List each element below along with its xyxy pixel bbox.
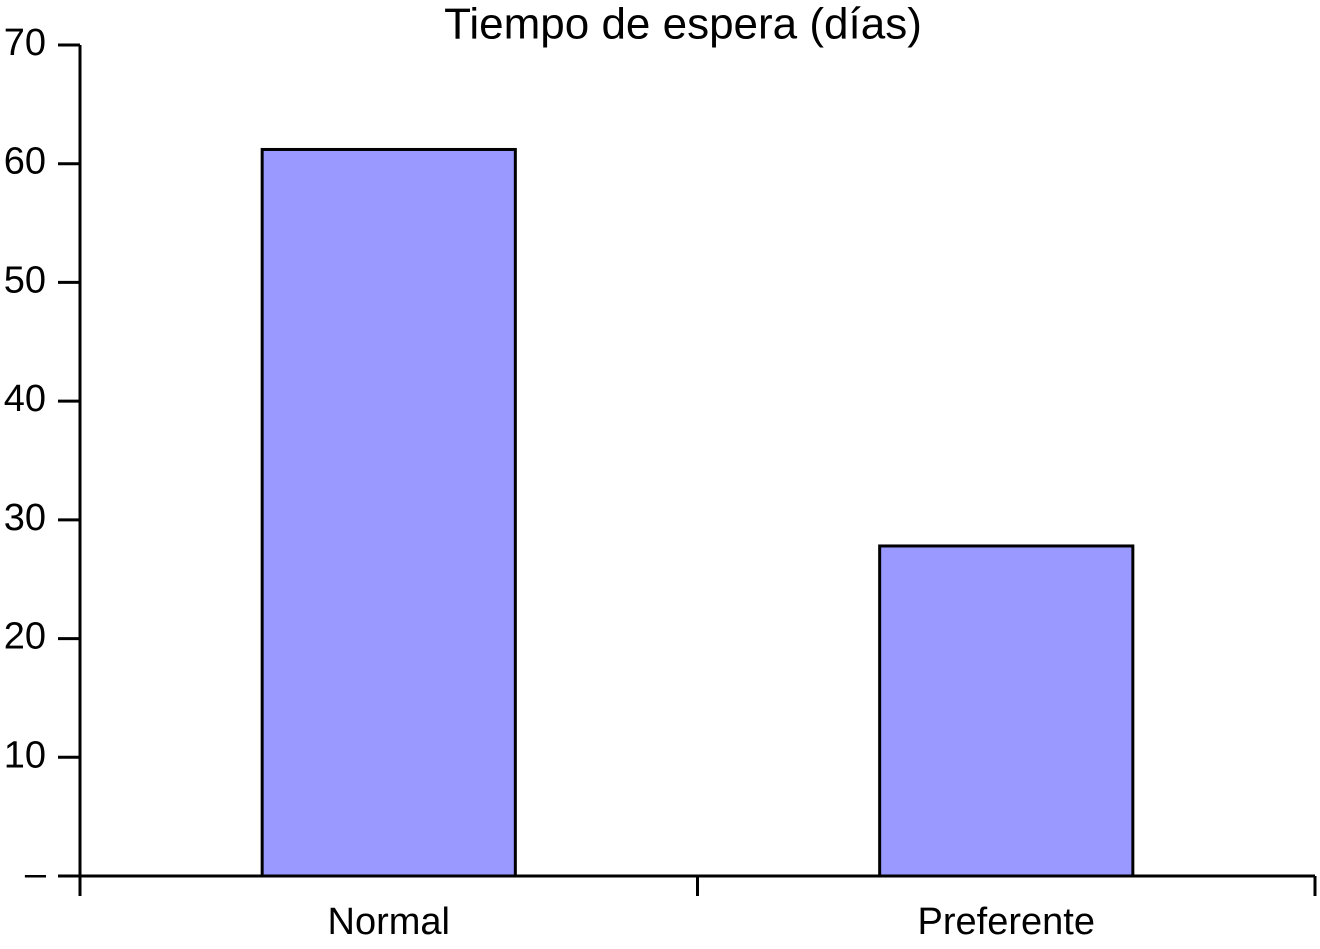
y-tick-label: 70 (4, 22, 46, 64)
y-tick-label: – (25, 853, 47, 895)
x-tick-label: Preferente (918, 901, 1095, 943)
bar (878, 544, 1135, 878)
chart-title: Tiempo de espera (días) (444, 0, 922, 49)
y-tick-label: 20 (4, 616, 46, 658)
x-tick-label: Normal (328, 901, 450, 943)
y-tick-label: 60 (4, 141, 46, 183)
y-tick-label: 40 (4, 378, 46, 420)
y-tick-label: 30 (4, 497, 46, 539)
y-tick-label: 10 (4, 734, 46, 776)
y-tick-label: 50 (4, 259, 46, 301)
bar (260, 147, 517, 878)
